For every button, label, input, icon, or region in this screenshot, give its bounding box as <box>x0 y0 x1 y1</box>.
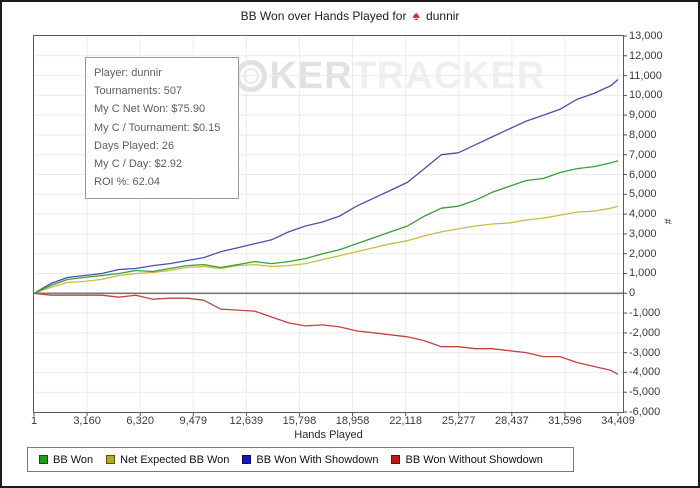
plot-area <box>33 35 627 416</box>
x-axis-label: 18,958 <box>335 415 370 427</box>
y-axis-label: 10,000 <box>629 89 663 102</box>
y-axis-label: 11,000 <box>629 69 662 82</box>
x-axis-label: 31,596 <box>548 415 582 427</box>
stat-player: Player: dunnir <box>94 67 162 79</box>
x-axis-label: 1 <box>30 415 38 427</box>
stat-per-tournament: My C / Tournament: $0.15 <box>94 121 221 134</box>
chart-canvas <box>33 35 627 416</box>
stats-info-box: Player: dunnir Tournaments: 507 My C Net… <box>85 57 239 200</box>
legend-label: BB Won Without Showdown <box>405 453 543 466</box>
x-axis-label: 22,118 <box>389 415 423 427</box>
x-axis-label: 3,160 <box>73 415 101 427</box>
legend-label: Net Expected BB Won <box>120 453 230 466</box>
y-axis-label: 7,000 <box>629 148 657 161</box>
legend-swatch-icon <box>391 455 401 464</box>
legend-label: BB Won <box>53 453 94 466</box>
series-line-net-expected-bb-won <box>33 205 619 294</box>
y-axis-label: 8,000 <box>629 128 657 141</box>
stat-roi: ROI %: 62.04 <box>94 176 161 189</box>
y-axis-label: 6,000 <box>629 168 657 181</box>
y-axis-label: 0 <box>629 287 636 300</box>
series-line-bb-won-with-showdown <box>33 79 619 294</box>
y-axis-label: 3,000 <box>629 227 657 240</box>
x-axis-label: 25,277 <box>441 415 476 427</box>
y-axis-label: -5,000 <box>629 386 661 399</box>
legend-item-net-expected-bb-won: Net Expected BB Won <box>106 454 229 466</box>
y-axis-title: # <box>661 218 673 225</box>
x-axis-label: 12,639 <box>229 415 264 427</box>
y-axis-label: 5,000 <box>629 188 657 201</box>
chart-title: BB Won over Hands Played for ♠ dunnir <box>2 8 698 23</box>
chart-title-prefix: BB Won over Hands Played for <box>240 9 407 23</box>
legend-swatch-icon <box>106 455 116 464</box>
legend-swatch-icon <box>242 455 252 464</box>
series-line-bb-won-without-showdown <box>33 292 619 375</box>
x-axis-label: 9,479 <box>179 415 208 427</box>
series-line-bb-won <box>33 160 619 294</box>
legend-swatch-icon <box>39 455 48 464</box>
y-axis-label: 9,000 <box>629 109 657 122</box>
y-axis-label: 4,000 <box>629 208 657 221</box>
x-axis-title: Hands Played <box>294 429 363 441</box>
y-axis-label: -6,000 <box>629 406 661 418</box>
x-axis-label: 15,798 <box>282 415 317 427</box>
legend-item-bb-won: BB Won <box>39 454 93 466</box>
stat-per-day: My C / Day: $2.92 <box>94 158 183 171</box>
stat-tournaments: Tournaments: 507 <box>94 85 183 98</box>
stat-net-won: My C Net Won: $75.90 <box>94 103 206 116</box>
y-axis-label: 12,000 <box>629 49 663 62</box>
x-axis-label: 28,437 <box>494 415 529 427</box>
y-axis-label: -1,000 <box>629 307 661 320</box>
legend-item-bb-won-with-showdown: BB Won With Showdown <box>242 454 378 466</box>
y-axis-label: 1,000 <box>629 267 657 280</box>
legend-label: BB Won With Showdown <box>256 453 379 466</box>
x-axis-label: 34,409 <box>601 415 635 427</box>
legend-item-bb-won-without-showdown: BB Won Without Showdown <box>391 453 543 466</box>
stat-days-played: Days Played: 26 <box>94 139 175 152</box>
y-axis-label: -2,000 <box>629 326 661 339</box>
x-axis-label: 6,320 <box>126 415 154 427</box>
y-axis-label: -4,000 <box>629 366 661 379</box>
y-axis-label: 2,000 <box>629 247 657 260</box>
spade-icon: ♠ <box>412 8 420 23</box>
y-axis-label: 13,000 <box>629 30 663 42</box>
chart-title-player: dunnir <box>426 9 460 23</box>
legend-box: BB Won Net Expected BB Won BB Won With Sho… <box>27 447 574 472</box>
y-axis-label: -3,000 <box>629 346 661 359</box>
